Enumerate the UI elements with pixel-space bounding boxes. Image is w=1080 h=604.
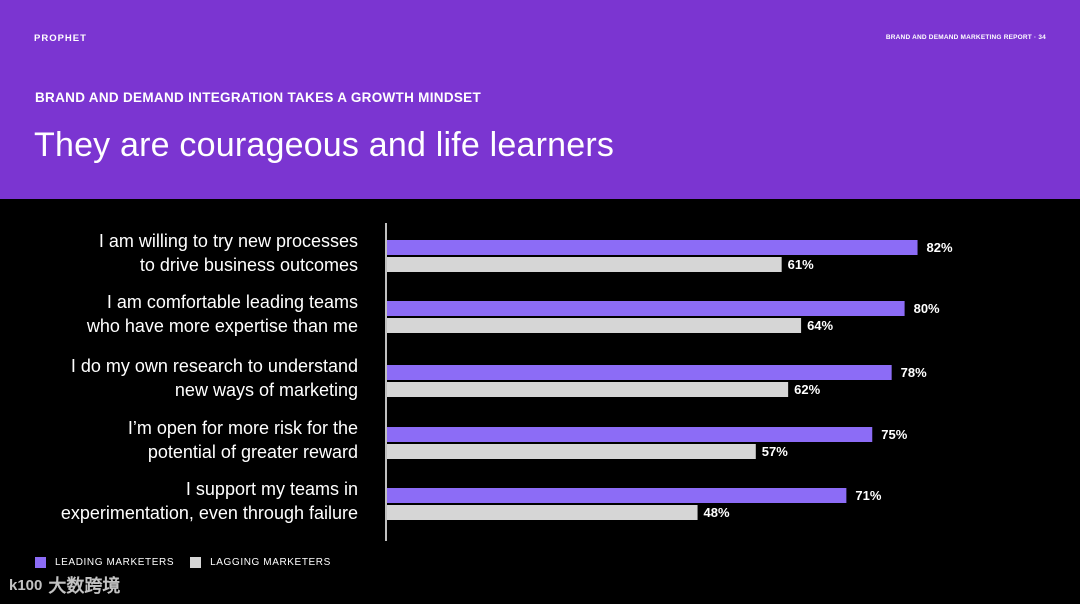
- leading-value-label-2: 80%: [914, 301, 940, 316]
- leading-value-label-4: 75%: [881, 427, 907, 442]
- legend-swatch-lagging: [190, 557, 202, 568]
- lagging-bar-1: [387, 257, 782, 272]
- category-label-5-line-2: experimentation, even through failure: [61, 503, 358, 523]
- page-title: They are courageous and life learners: [34, 126, 615, 164]
- lagging-value-label-3: 62%: [794, 382, 820, 397]
- watermark-logo: k100: [9, 576, 43, 594]
- category-label-3-line-1: I do my own research to understand: [71, 356, 358, 376]
- report-page-label: BRAND AND DEMAND MARKETING REPORT · 34: [885, 34, 1046, 41]
- category-label-2-line-1: I am comfortable leading teams: [107, 292, 358, 312]
- category-label-2-line-2: who have more expertise than me: [86, 316, 358, 336]
- bar-chart: I am willing to try new processes to driv…: [61, 223, 953, 541]
- lagging-bar-2: [387, 318, 802, 333]
- category-label-3-line-2: new ways of marketing: [175, 380, 358, 400]
- watermark-text: 大数跨境: [48, 576, 121, 596]
- leading-bar-5: [387, 488, 847, 503]
- legend-label-lagging: LAGGING MARKETERS: [210, 557, 331, 568]
- lagging-bar-3: [387, 382, 789, 397]
- legend-item-lagging: LAGGING MARKETERS: [190, 557, 331, 568]
- leading-bar-2: [387, 301, 905, 316]
- leading-bar-4: [387, 427, 873, 442]
- category-label-4-line-2: potential of greater reward: [148, 442, 358, 462]
- legend-label-leading: LEADING MARKETERS: [55, 557, 175, 568]
- category-label-5-line-1: I support my teams in: [186, 479, 358, 499]
- lagging-value-label-2: 64%: [807, 318, 833, 333]
- leading-value-label-1: 82%: [927, 240, 953, 255]
- lagging-value-label-4: 57%: [762, 444, 788, 459]
- leading-value-label-5: 71%: [855, 488, 881, 503]
- legend-swatch-leading: [35, 557, 46, 568]
- lagging-bar-5: [387, 505, 698, 520]
- header-banner: PROPHET BRAND AND DEMAND MARKETING REPOR…: [0, 0, 1080, 199]
- legend-item-leading: LEADING MARKETERS: [35, 557, 174, 568]
- lagging-value-label-5: 48%: [704, 505, 730, 520]
- brand-logo-text: PROPHET: [34, 33, 87, 44]
- lagging-bar-4: [387, 444, 756, 459]
- chart-legend: LEADING MARKETERS LAGGING MARKETERS: [35, 557, 347, 568]
- category-label-1-line-2: to drive business outcomes: [140, 255, 358, 275]
- leading-bar-1: [387, 240, 918, 255]
- category-label-1-line-1: I am willing to try new processes: [99, 231, 358, 251]
- leading-value-label-3: 78%: [901, 365, 927, 380]
- watermark: k100 大数跨境: [9, 572, 120, 598]
- lagging-value-label-1: 61%: [788, 257, 814, 272]
- leading-bar-3: [387, 365, 892, 380]
- section-kicker: BRAND AND DEMAND INTEGRATION TAKES A GRO…: [35, 90, 482, 105]
- category-label-4-line-1: I’m open for more risk for the: [128, 418, 358, 438]
